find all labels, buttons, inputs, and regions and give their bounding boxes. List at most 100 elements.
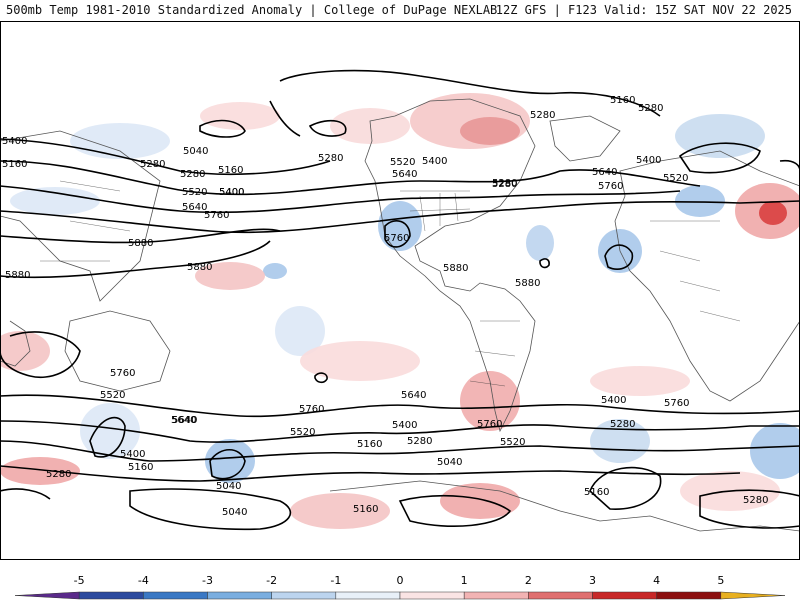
contour-label: 5400 (636, 155, 661, 166)
contour-label: 5640 (392, 169, 417, 180)
coastlines (0, 98, 800, 532)
contour-label: 5280 (610, 419, 635, 430)
anomaly-region (590, 366, 690, 396)
anomaly-region (675, 185, 725, 217)
anomaly-region (759, 201, 787, 225)
colorbar-tick-label: -3 (202, 574, 213, 587)
contour-label: 5640 (592, 167, 617, 178)
contour-label: 5520 (182, 187, 207, 198)
contour-label: 5160 (584, 487, 609, 498)
colorbar-swatch (592, 591, 657, 600)
colorbar-tick-label: 2 (525, 574, 532, 587)
contour-labels: 5160 5280 5280 5400 5040 5160 5280 5520 … (2, 95, 768, 518)
colorbar-swatch (399, 591, 465, 600)
contour-label: 5400 (120, 449, 145, 460)
contour-label: 5640 (401, 390, 426, 401)
colorbar-swatch (656, 591, 722, 600)
contour-label: 5160 (2, 159, 27, 170)
anomaly-region (330, 108, 410, 144)
contour-label: 5400 (392, 420, 417, 431)
colorbar-labels: -5 -4 -3 -2 -1 0 1 2 3 4 5 (74, 574, 725, 587)
colorbar-tick-label: -2 (266, 574, 277, 587)
contour-label: 5040 (222, 507, 247, 518)
colorbar-tick-label: 1 (461, 574, 468, 587)
colorbar-swatches (14, 591, 786, 600)
contour-label: 5280 (407, 436, 432, 447)
contour-label: 5880 (443, 263, 468, 274)
anomaly-region (275, 306, 325, 356)
colorbar-swatch (528, 591, 593, 600)
map-title: 500mb Temp 1981-2010 Standardized Anomal… (6, 3, 498, 17)
colorbar-tick-label: 4 (653, 574, 660, 587)
contour-label: 5760 (598, 181, 623, 192)
contour-label: 5520 (663, 173, 688, 184)
anomaly-region (460, 117, 520, 145)
contour-label: 5280 (180, 169, 205, 180)
contour-label: 5520 (500, 437, 525, 448)
colorbar-swatch (78, 591, 144, 600)
colorbar-swatch (271, 591, 337, 600)
map-frame (0, 21, 800, 560)
contour-label: 5880 (187, 262, 212, 273)
colorbar-swatch (720, 591, 786, 600)
contour-label: 5160 (353, 504, 378, 515)
anomaly-region (205, 439, 255, 483)
contour-label: 5760 (477, 419, 502, 430)
contour-label: 5880 (128, 238, 153, 249)
contour-label: 5160 (218, 165, 243, 176)
contour-label: 5280 (318, 153, 343, 164)
anomaly-region (300, 341, 420, 381)
anomaly-region (263, 263, 287, 279)
colorbar-swatch (143, 591, 208, 600)
colorbar: -5 -4 -3 -2 -1 0 1 2 3 4 5 (14, 574, 786, 600)
contour-label: 5760 (664, 398, 689, 409)
anomaly-region (70, 123, 170, 159)
anomaly-region (200, 102, 280, 130)
contour-label: 5640 (172, 415, 197, 426)
anomaly-region (440, 483, 520, 519)
contour-label: 5760 (299, 404, 324, 415)
contour-label: 5760 (204, 210, 229, 221)
contour-label: 5280 (46, 469, 71, 480)
anomaly-region (0, 457, 80, 485)
contour-label: 5280 (140, 159, 165, 170)
contour-label: 5280 (530, 110, 555, 121)
anomaly-region (80, 403, 140, 459)
contour-label: 5160 (357, 439, 382, 450)
anomaly-region (195, 262, 265, 290)
anomaly-map: 5160 5280 5280 5400 5040 5160 5280 5520 … (0, 21, 800, 560)
contour-label: 5760 (110, 368, 135, 379)
anomaly-region (10, 187, 100, 215)
contour-label: 5640 (171, 415, 196, 426)
anomaly-region (378, 201, 422, 251)
borders (40, 180, 741, 387)
colorbar-tick-label: 5 (717, 574, 724, 587)
contour-label: 5040 (437, 457, 462, 468)
contour-label: 5400 (422, 156, 447, 167)
contour-label: 5880 (515, 278, 540, 289)
contour-label: 5280 (743, 495, 768, 506)
contour-label: 5520 (100, 390, 125, 401)
contour-label: 5160 (610, 95, 635, 106)
anomaly-region (0, 331, 50, 371)
contour-label: 5280 (492, 178, 517, 189)
contour-label: 5880 (5, 270, 30, 281)
colorbar-tick-label: 3 (589, 574, 596, 587)
contour-label: 5400 (601, 395, 626, 406)
colorbar-swatch (463, 591, 529, 600)
colorbar-tick-label: 0 (397, 574, 404, 587)
contour-label: 5520 (290, 427, 315, 438)
contour-label: 5040 (216, 481, 241, 492)
height-contours (0, 69, 800, 531)
anomaly-region (750, 423, 800, 479)
contour-label: 5280 (492, 179, 517, 190)
contour-label: 5040 (183, 146, 208, 157)
anomaly-region (526, 225, 554, 261)
anomaly-region (290, 493, 390, 529)
contour-label: 5400 (2, 136, 27, 147)
colorbar-tick-label: -5 (74, 574, 85, 587)
contour-label: 5160 (128, 462, 153, 473)
contour-label: 5520 (390, 157, 415, 168)
colorbar-swatch (14, 591, 80, 600)
colorbar-tick-label: -4 (138, 574, 149, 587)
